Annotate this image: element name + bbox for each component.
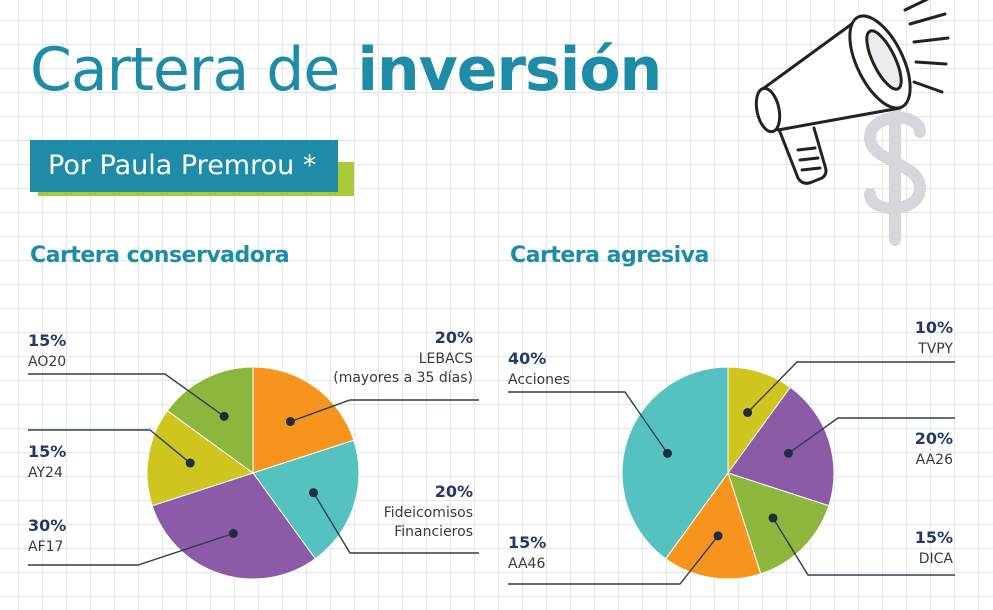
pie-slice: [727, 386, 835, 507]
callout-line: [290, 399, 479, 423]
slice-name-label: AA26: [916, 452, 953, 468]
callout-dot: [219, 411, 229, 421]
pie-slice: [664, 471, 762, 580]
slice-percent-label: 15%: [28, 331, 66, 350]
callout-line: [312, 492, 479, 554]
slice-percent-label: 20%: [915, 429, 953, 448]
slice-name-label: AO20: [28, 354, 66, 370]
slice-percent-label: 15%: [28, 442, 66, 461]
slice-name-label: DICA: [919, 551, 954, 567]
slice-percent-label: 30%: [28, 516, 66, 535]
callout-line: [508, 535, 719, 585]
callout-line: [28, 429, 191, 464]
callout-dot: [768, 513, 778, 523]
pie-slice: [252, 366, 355, 474]
pie-slice: [146, 409, 255, 507]
slice-name-label: AY24: [28, 465, 63, 481]
slice-name-label: LEBACS: [419, 351, 473, 367]
title-light: Cartera de: [30, 35, 358, 105]
pie-slice: [151, 472, 317, 580]
slice-name-label: Acciones: [508, 372, 570, 388]
slice-name-label: (mayores a 35 días): [333, 370, 473, 386]
callout-dot: [285, 417, 295, 427]
callout-dot: [228, 528, 238, 538]
slice-percent-label: 20%: [435, 328, 473, 347]
slice-percent-label: 10%: [915, 318, 953, 337]
callout-dot: [308, 488, 318, 498]
slice-name-label: Fideicomisos: [384, 505, 473, 521]
slice-name-label: TVPY: [917, 341, 953, 357]
slice-percent-label: 20%: [435, 482, 473, 501]
callout-line: [28, 373, 225, 417]
byline: Por Paula Premrou *: [30, 140, 338, 192]
slice-name-label: AF17: [28, 539, 63, 555]
callout-line: [508, 391, 669, 454]
title-bold: inversión: [357, 35, 662, 105]
chart-title-conservadora: Cartera conservadora: [30, 243, 290, 268]
slice-percent-label: 40%: [508, 349, 546, 368]
callout-line: [747, 361, 955, 414]
callout-dot: [743, 408, 753, 418]
slice-name-label: AA46: [508, 556, 545, 572]
pie-slice: [727, 472, 830, 575]
callout-line: [28, 532, 234, 566]
callout-line: [788, 417, 955, 454]
pie-slice: [166, 366, 254, 474]
slice-percent-label: 15%: [508, 533, 546, 552]
pie-slice: [252, 439, 360, 560]
callout-dot: [713, 531, 723, 541]
callout-dot: [663, 448, 673, 458]
page-title: Cartera de inversión: [30, 30, 662, 110]
slice-name-label: Financieros: [394, 524, 473, 540]
chart-title-agresiva: Cartera agresiva: [510, 243, 709, 268]
callout-dot: [783, 448, 793, 458]
callout-dot: [185, 458, 195, 468]
callout-line: [772, 517, 955, 576]
dollar-sign-icon: [863, 94, 927, 246]
megaphone-illustration: [754, 0, 950, 246]
slice-percent-label: 15%: [915, 528, 953, 547]
pie-slice: [621, 366, 729, 560]
megaphone-icon: [754, 0, 950, 185]
